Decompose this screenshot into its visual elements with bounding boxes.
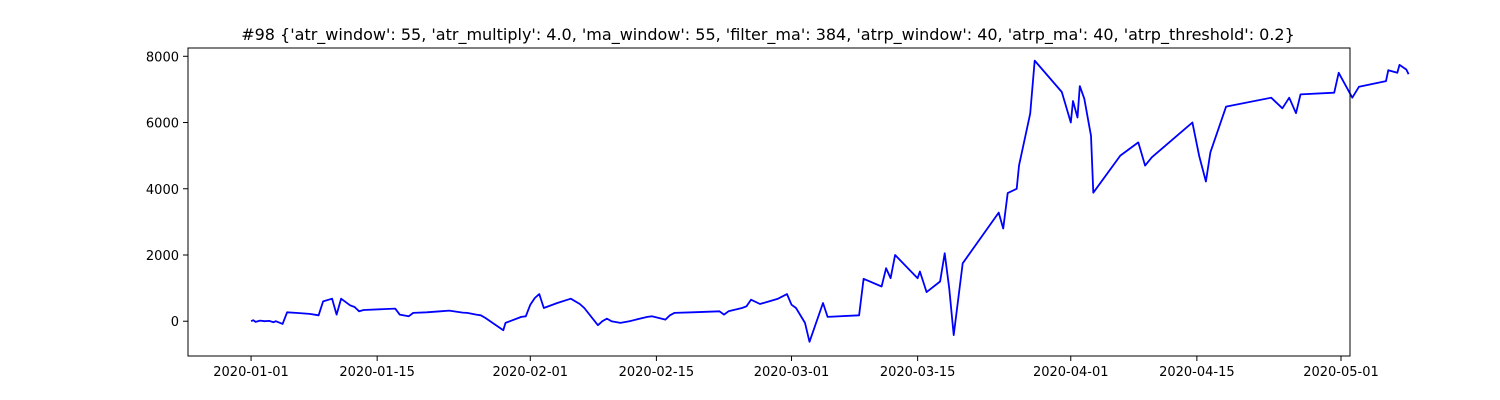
y-tick-label: 2000 bbox=[146, 249, 179, 264]
x-tick-label: 2020-03-15 bbox=[880, 365, 956, 380]
x-tick-label: 2020-02-01 bbox=[493, 365, 569, 380]
x-tick-label: 2020-04-01 bbox=[1033, 365, 1109, 380]
x-tick-label: 2020-01-01 bbox=[213, 365, 289, 380]
x-tick-label: 2020-05-01 bbox=[1303, 365, 1379, 380]
x-tick-label: 2020-03-01 bbox=[754, 365, 830, 380]
y-tick-label: 0 bbox=[171, 315, 179, 330]
series-line-0 bbox=[250, 59, 1410, 343]
y-tick-label: 6000 bbox=[146, 117, 179, 132]
x-tick-label: 2020-04-15 bbox=[1159, 365, 1235, 380]
chart-title: #98 {'atr_window': 55, 'atr_multiply': 4… bbox=[241, 25, 1295, 45]
y-tick-label: 8000 bbox=[146, 50, 179, 65]
x-tick-label: 2020-02-15 bbox=[619, 365, 695, 380]
x-tick-label: 2020-01-15 bbox=[339, 365, 415, 380]
plot-frame bbox=[187, 47, 1351, 357]
y-tick-label: 4000 bbox=[146, 183, 179, 198]
axes: 2020-01-01 2020-01-15 2020-02-01 2020-02-15… bbox=[146, 50, 1379, 380]
plot-area bbox=[250, 59, 1410, 343]
